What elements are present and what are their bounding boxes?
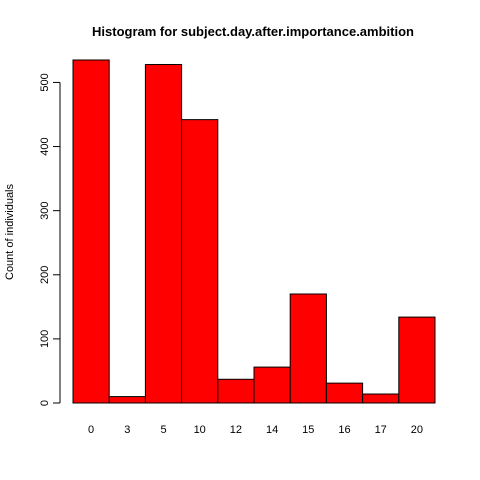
y-tick-label: 300 [39,201,51,219]
histogram-bar [181,119,219,404]
y-axis: 0 100 200 300 400 500 [39,73,61,406]
x-tick-label: 12 [230,424,242,436]
x-tick-label: 5 [160,424,166,436]
histogram-bar [108,396,146,404]
histogram-bar [289,293,327,404]
x-tick-label: 0 [88,424,94,436]
histogram-bar [72,59,110,404]
y-tick-label: 100 [39,330,51,348]
chart-title: Histogram for subject.day.after.importan… [92,24,414,39]
x-tick-label: 3 [124,424,130,436]
histogram-bar [253,366,291,404]
x-tick-label: 20 [411,424,423,436]
x-tick-label: 15 [302,424,314,436]
histogram-bar [398,316,436,404]
x-axis-labels: 0 3 5 10 12 14 15 16 17 20 [88,424,423,436]
x-tick-label: 16 [338,424,350,436]
histogram-bar [325,382,364,404]
x-tick-label: 17 [375,424,387,436]
y-tick-label: 0 [39,400,51,406]
x-tick-label: 10 [194,424,206,436]
y-axis-label: Count of individuals [4,184,16,281]
y-tick-label: 400 [39,137,51,155]
histogram-bar [217,378,255,404]
y-tick-label: 500 [39,73,51,91]
bars-group [72,59,436,404]
x-tick-label: 14 [266,424,278,436]
y-tick-label: 200 [39,266,51,284]
histogram-bar [144,63,183,404]
histogram-bar [362,393,400,404]
